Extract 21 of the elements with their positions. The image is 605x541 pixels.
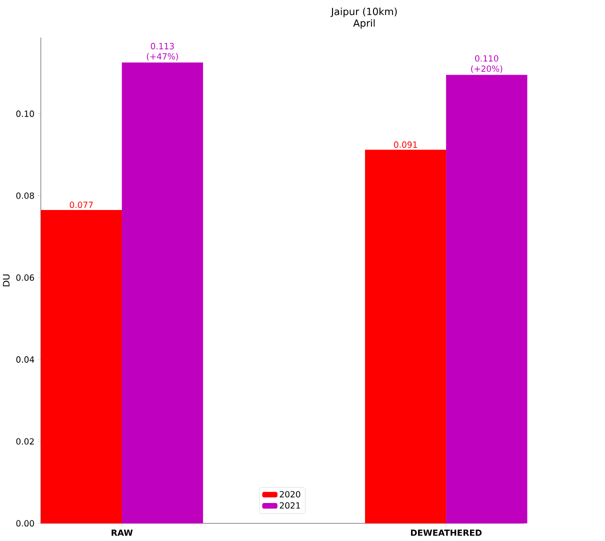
y-tick-label: 0.10 bbox=[16, 110, 34, 117]
bar bbox=[365, 150, 446, 524]
y-tick-label: 0.00 bbox=[16, 520, 34, 526]
x-tick-label: DEWEATHERED bbox=[411, 530, 482, 536]
y-tick-label: 0.06 bbox=[16, 274, 34, 281]
bar bbox=[40, 210, 122, 524]
bar bbox=[122, 62, 204, 524]
x-tick-label: RAW bbox=[112, 530, 133, 536]
data-label: 0.077 bbox=[70, 202, 93, 208]
chart-title: Jaipur (10km) bbox=[330, 8, 397, 17]
y-tick-label: 0.08 bbox=[16, 192, 34, 199]
y-tick-label: 0.02 bbox=[16, 438, 34, 445]
bar bbox=[446, 74, 528, 524]
chart-subtitle: April bbox=[353, 19, 375, 29]
legend-label: 2021 bbox=[280, 502, 300, 509]
data-label: 0.091 bbox=[394, 141, 417, 148]
y-tick-label: 0.04 bbox=[16, 356, 34, 363]
data-label: 0.113 (+47%) bbox=[146, 42, 178, 60]
legend-label: 2020 bbox=[280, 490, 300, 498]
y-axis-title: DU bbox=[2, 274, 10, 286]
data-label: 0.110 (+20%) bbox=[471, 55, 502, 73]
